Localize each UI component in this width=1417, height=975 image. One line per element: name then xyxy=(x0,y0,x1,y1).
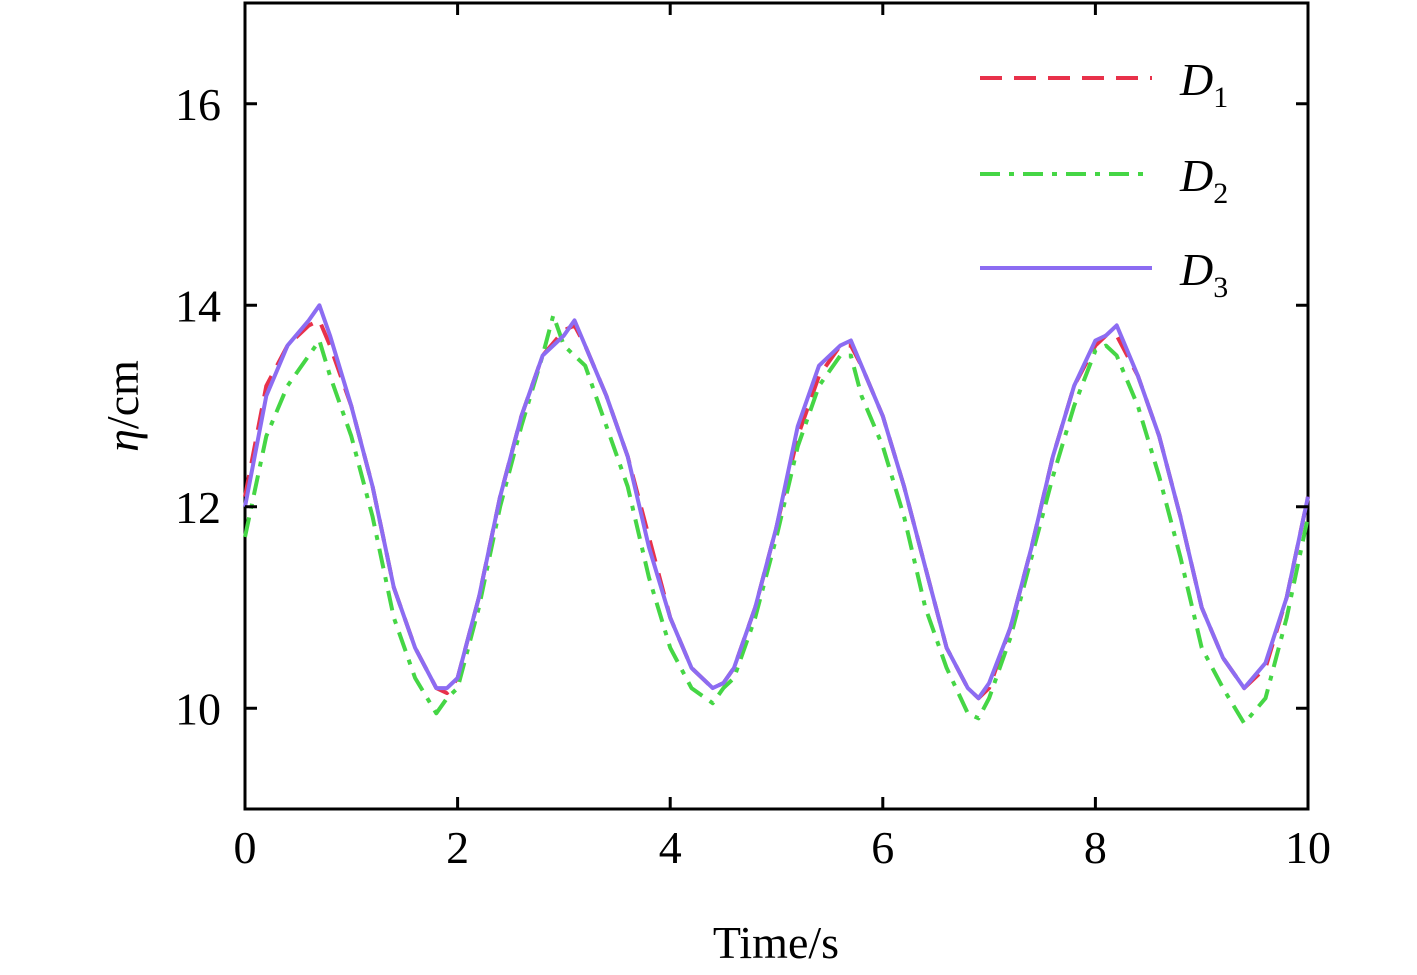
y-tick-label: 16 xyxy=(175,79,221,130)
legend-sub-d2: 2 xyxy=(1213,177,1228,210)
y-tick-label: 14 xyxy=(175,280,221,331)
legend: D1 D2 D3 xyxy=(980,54,1228,304)
series-line-d1 xyxy=(243,318,1310,701)
y-tick-label: 10 xyxy=(175,683,221,734)
series-line-d3 xyxy=(243,303,1310,701)
legend-label-d2: D xyxy=(1179,150,1213,201)
y-axis-unit: /cm xyxy=(97,360,148,429)
x-tick-label: 10 xyxy=(1285,822,1331,873)
y-axis-title: η/cm xyxy=(97,360,148,452)
legend-item-d1: D1 xyxy=(980,54,1228,114)
y-tick-label: 12 xyxy=(175,482,221,533)
series-line-d2 xyxy=(243,313,1310,726)
plot-frame xyxy=(243,1,1310,811)
legend-sub-d1: 1 xyxy=(1213,81,1228,114)
svg-text:η/cm: η/cm xyxy=(97,360,148,452)
legend-label-d1: D xyxy=(1179,54,1213,105)
svg-text:D3: D3 xyxy=(1179,244,1228,304)
x-tick-label: 8 xyxy=(1084,822,1107,873)
x-tick-label: 6 xyxy=(871,822,894,873)
x-axis-label: Time/s xyxy=(713,917,839,968)
svg-text:D1: D1 xyxy=(1179,54,1228,114)
legend-item-d2: D2 xyxy=(980,150,1228,210)
y-axis-symbol: η xyxy=(97,429,148,452)
series-layer xyxy=(243,303,1310,726)
x-tick-label: 0 xyxy=(234,822,257,873)
legend-label-d3: D xyxy=(1179,244,1213,295)
x-tick-label: 4 xyxy=(659,822,682,873)
legend-sub-d3: 3 xyxy=(1213,271,1228,304)
x-axis-title: Time/s xyxy=(713,917,839,968)
x-tick-label: 2 xyxy=(446,822,469,873)
svg-text:D2: D2 xyxy=(1179,150,1228,210)
legend-item-d3: D3 xyxy=(980,244,1228,304)
